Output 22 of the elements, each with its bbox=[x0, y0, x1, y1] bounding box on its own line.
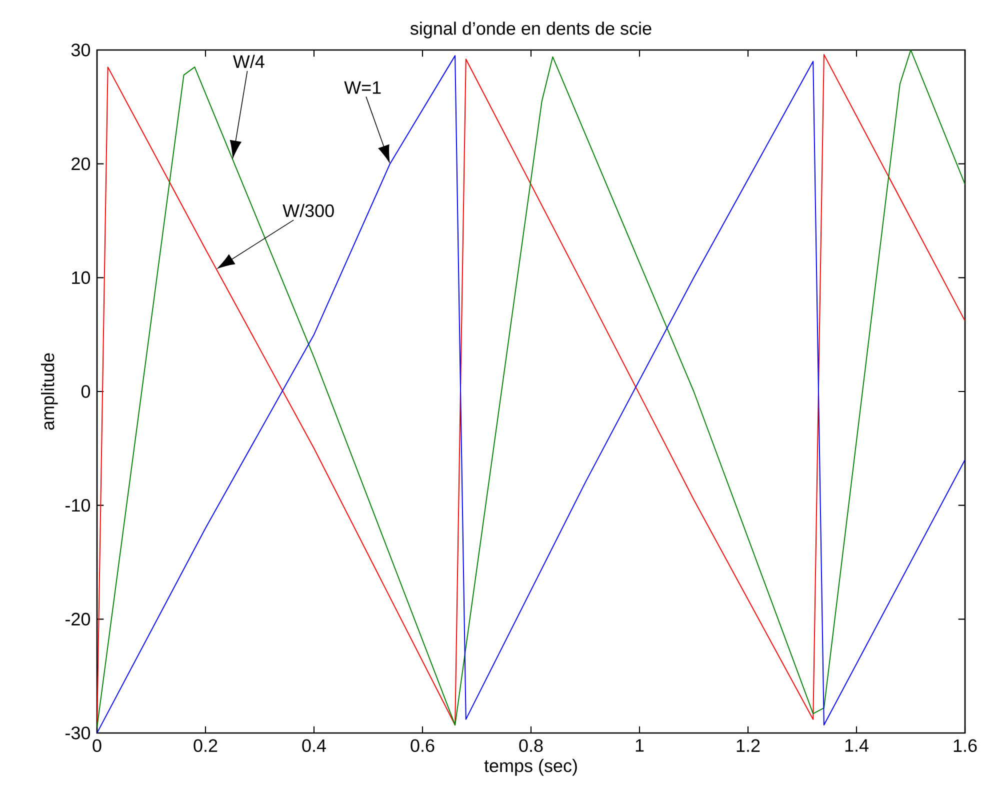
x-tick-label: 1.6 bbox=[954, 739, 977, 752]
x-tick-label: 1.2 bbox=[736, 739, 760, 752]
y-tick-label: -30 bbox=[66, 726, 90, 740]
y-tick-label: 20 bbox=[72, 157, 90, 170]
y-tick-label: -10 bbox=[66, 498, 90, 512]
x-tick-label: 0.6 bbox=[410, 739, 434, 752]
annotation: W/300 bbox=[282, 204, 334, 218]
y-tick-label: -20 bbox=[66, 612, 90, 626]
x-tick-label: 1 bbox=[636, 739, 644, 752]
annotation: W=1 bbox=[344, 81, 381, 94]
x-tick-label: 0.2 bbox=[194, 739, 218, 752]
y-tick-label: 0 bbox=[81, 385, 90, 398]
y-axis-title: amplitude bbox=[41, 353, 58, 430]
chart-title: signal d’onde en dents de scie bbox=[410, 22, 652, 38]
x-tick-label: 0.4 bbox=[302, 739, 326, 752]
y-tick-label: 10 bbox=[72, 271, 90, 284]
x-axis-title: temps (sec) bbox=[484, 758, 577, 776]
x-tick-label: 1.4 bbox=[845, 739, 869, 752]
annotation: W/4 bbox=[232, 54, 264, 68]
y-tick-label: 30 bbox=[71, 44, 90, 56]
x-tick-label: 0 bbox=[92, 739, 102, 752]
x-tick-label: 0.8 bbox=[519, 739, 543, 752]
